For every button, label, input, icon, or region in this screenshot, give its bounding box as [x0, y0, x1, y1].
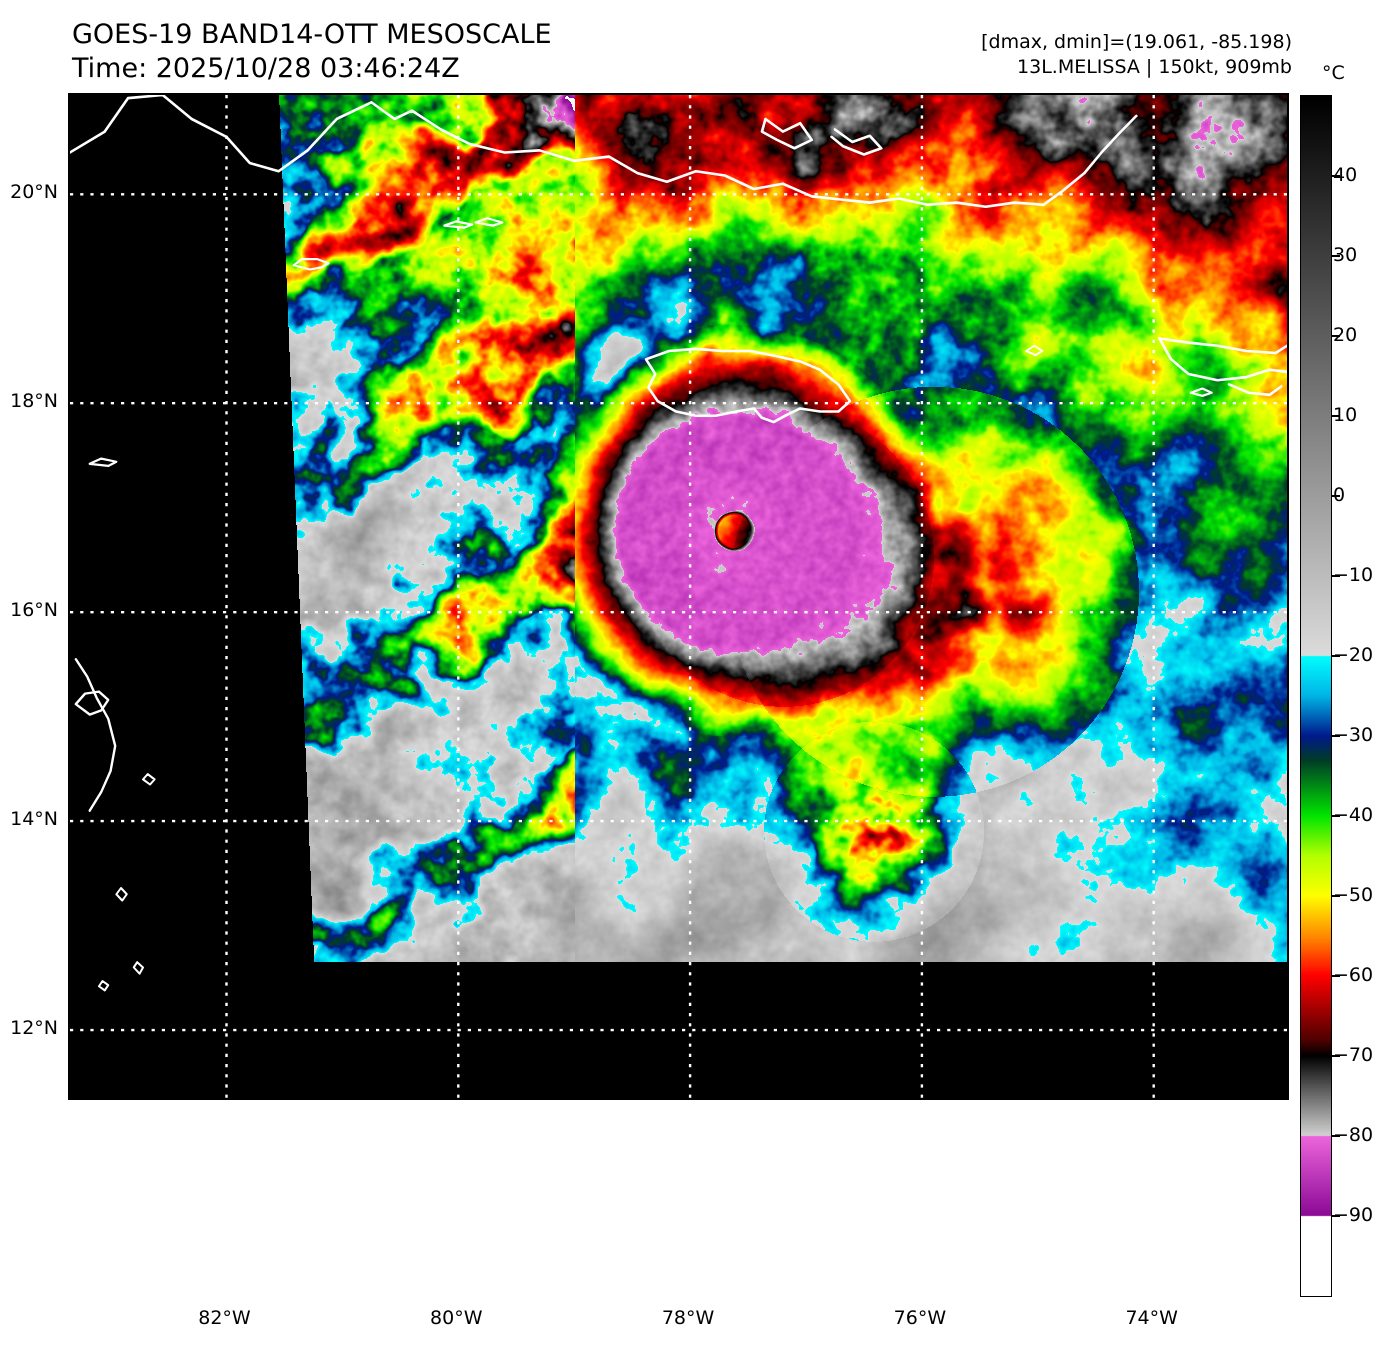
- copyright-notice: Copyright © 2020-2025 Dapiya: [78, 1281, 418, 1303]
- lat-tick-12: 12°N: [10, 1017, 58, 1040]
- lat-tick-18: 18°N: [10, 390, 58, 413]
- colorbar-tick--60: −60: [1333, 964, 1374, 986]
- colorbar-tick--20: −20: [1333, 644, 1374, 666]
- colorbar-tick-40: 40: [1333, 164, 1358, 186]
- lat-tick-14: 14°N: [10, 808, 58, 831]
- colorbar-tick-mark: [1331, 415, 1340, 417]
- colorbar-gradient: [1301, 96, 1331, 1296]
- colorbar-tick-mark: [1331, 1215, 1340, 1217]
- colorbar-tick--90: −90: [1333, 1204, 1374, 1226]
- lat-tick-20: 20°N: [10, 181, 58, 204]
- colorbar-tick-mark: [1331, 175, 1340, 177]
- colorbar-tick-10: 10: [1333, 404, 1358, 426]
- metadata-block: [dmax, dmin]=(19.061, -85.198) 13L.MELISS…: [981, 30, 1292, 81]
- lon-tick-76: 76°W: [893, 1307, 947, 1329]
- product-title: GOES-19 BAND14-OTT MESOSCALE: [72, 19, 552, 50]
- colorbar-tick--10: −10: [1333, 564, 1374, 586]
- colorbar-tick-mark: [1331, 575, 1340, 577]
- colorbar-tick-mark: [1331, 1135, 1340, 1137]
- satellite-infrared-imagery: [70, 95, 1287, 1098]
- lon-tick-80: 80°W: [430, 1307, 483, 1329]
- colorbar-tick-mark: [1331, 975, 1340, 977]
- lat-tick-16: 16°N: [10, 599, 58, 622]
- colorbar-tick--30: −30: [1333, 724, 1374, 746]
- lon-tick-74: 74°W: [1125, 1307, 1178, 1329]
- colorbar-tick-mark: [1331, 335, 1340, 337]
- colorbar[interactable]: [1300, 95, 1332, 1297]
- domain-extremes-label: [dmax, dmin]=(19.061, -85.198): [981, 31, 1292, 53]
- colorbar-tick--70: −70: [1333, 1044, 1374, 1066]
- map-plot-area[interactable]: [68, 93, 1289, 1100]
- colorbar-tick--50: −50: [1333, 884, 1374, 906]
- lon-tick-78: 78°W: [661, 1307, 715, 1329]
- lon-tick-82: 82°W: [198, 1307, 251, 1329]
- colorbar-tick-20: 20: [1333, 324, 1358, 346]
- colorbar-tick-mark: [1331, 655, 1340, 657]
- colorbar-tick-mark: [1331, 735, 1340, 737]
- storm-info-label: 13L.MELISSA | 150kt, 909mb: [1017, 56, 1292, 79]
- colorbar-tick-mark: [1331, 815, 1340, 817]
- colorbar-tick-mark: [1331, 495, 1340, 497]
- page-title: GOES-19 BAND14-OTT MESOSCALE Time: 2025/1…: [72, 18, 552, 86]
- colorbar-tick-mark: [1331, 895, 1340, 897]
- timestamp-label: Time: 2025/10/28 03:46:24Z: [72, 53, 460, 85]
- colorbar-unit-label: °C: [1322, 62, 1345, 84]
- colorbar-tick-mark: [1331, 1055, 1340, 1057]
- colorbar-tick--80: −80: [1333, 1124, 1374, 1146]
- colorbar-tick-30: 30: [1333, 244, 1358, 266]
- colorbar-tick-0: 0: [1333, 484, 1346, 506]
- colorbar-tick--40: −40: [1333, 804, 1374, 826]
- colorbar-tick-mark: [1331, 255, 1340, 257]
- latlon-graticule: [70, 95, 1287, 1098]
